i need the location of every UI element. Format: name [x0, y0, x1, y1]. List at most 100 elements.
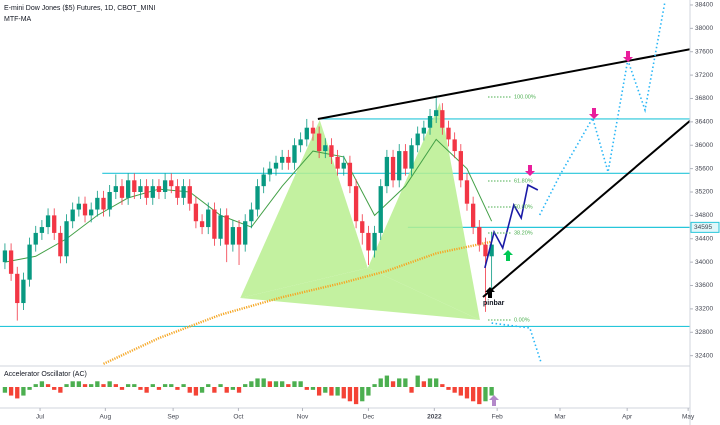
oscillator-bar	[255, 378, 260, 387]
candle-body	[316, 133, 322, 152]
oscillator-pane	[2, 375, 494, 405]
oscillator-bar	[64, 384, 69, 387]
candle-body	[470, 203, 476, 228]
candle-body	[156, 186, 162, 192]
oscillator-bar	[440, 384, 445, 387]
candle-body	[70, 209, 75, 222]
pattern-triangle	[240, 267, 480, 320]
oscillator-bar	[316, 387, 322, 396]
candle-body	[224, 215, 229, 245]
price-pane	[0, 2, 690, 365]
oscillator-bar	[378, 378, 383, 387]
up-arrow	[503, 250, 513, 261]
candle-body	[82, 203, 88, 216]
candle-body	[292, 145, 297, 163]
oscillator-bar	[464, 387, 470, 399]
oscillator-bar	[329, 387, 334, 396]
projection-path	[491, 322, 542, 363]
y-tick-label: 36400	[695, 119, 713, 126]
down-arrow	[525, 165, 535, 176]
oscillator-bar	[175, 387, 180, 390]
oscillator-bar	[366, 387, 371, 396]
candle-body	[390, 156, 396, 181]
oscillator-bar	[15, 387, 20, 399]
oscillator-bar	[193, 387, 199, 396]
oscillator-bar	[397, 378, 402, 387]
oscillator-bar	[434, 378, 439, 387]
candle-body	[187, 186, 192, 204]
candle-body	[45, 215, 51, 228]
candle-body	[95, 197, 100, 210]
candle-body	[39, 227, 45, 233]
candle-body	[107, 191, 112, 210]
candle-body	[483, 244, 488, 257]
x-tick-label: Dec	[363, 414, 375, 421]
candle-body	[415, 133, 420, 146]
oscillator-bar	[181, 384, 186, 387]
candle-body	[372, 232, 377, 251]
oscillator-bar	[483, 387, 488, 402]
y-tick-label: 38400	[695, 2, 713, 9]
y-tick-label: 32400	[695, 352, 713, 359]
y-tick-label: 37600	[695, 48, 713, 55]
oscillator-bar	[280, 381, 285, 387]
candle-body	[329, 145, 334, 157]
candle-body	[378, 186, 383, 233]
oscillator-bar	[21, 387, 26, 396]
oscillator-bar	[372, 384, 377, 387]
oscillator-bar	[199, 387, 205, 393]
fib-label: 100.00%	[514, 94, 536, 100]
candle-body	[52, 215, 57, 233]
oscillator-bar	[452, 387, 457, 393]
x-tick-label: Apr	[622, 414, 633, 421]
oscillator-bar	[212, 387, 217, 393]
oscillator-bar	[2, 387, 8, 393]
candle-body	[206, 209, 211, 228]
down-arrow	[623, 51, 633, 62]
candle-body	[464, 180, 470, 204]
x-tick-label: 2022	[427, 414, 442, 421]
y-tick-label: 37200	[695, 72, 713, 79]
x-tick-label: Feb	[492, 414, 504, 421]
candle-body	[304, 127, 309, 140]
pattern-triangle	[240, 119, 368, 299]
projection-path	[538, 2, 666, 216]
x-tick-label: Oct	[233, 414, 243, 421]
oscillator-bar	[470, 387, 476, 402]
candle-body	[403, 151, 408, 169]
oscillator-bar	[125, 384, 131, 387]
oscillator-bar	[384, 375, 390, 387]
candle-body	[199, 221, 205, 228]
trendline	[317, 48, 690, 120]
y-tick-label: 36800	[695, 95, 713, 102]
oscillator-bar	[70, 381, 75, 387]
oscillator-bar	[236, 387, 242, 393]
candle-body	[353, 186, 359, 222]
oscillator-bar	[286, 384, 291, 387]
oscillator-bar	[292, 381, 297, 387]
candle-body	[458, 151, 463, 181]
oscillator-bar	[273, 381, 279, 387]
oscillator-bar	[421, 381, 427, 387]
indicator-label: MTF-MA	[4, 16, 32, 23]
candle-body	[310, 127, 316, 134]
fib-label: 0.00%	[514, 317, 530, 323]
candle-body	[119, 186, 125, 198]
oscillator-bar	[8, 387, 14, 396]
candle-body	[64, 221, 69, 257]
oscillator-bar	[267, 381, 272, 387]
oscillator-bar	[150, 384, 155, 387]
candle-body	[212, 209, 217, 239]
oscillator-bar	[39, 381, 45, 387]
oscillator-bar	[27, 387, 32, 390]
oscillator-bar	[477, 387, 482, 405]
oscillator-title: Accelerator Oscillator (AC)	[4, 371, 87, 378]
oscillator-bar	[409, 387, 414, 393]
candle-body	[132, 180, 137, 192]
oscillator-bar	[107, 381, 112, 387]
candle-body	[298, 139, 303, 146]
oscillator-bar	[206, 384, 211, 387]
x-tick-label: Aug	[100, 414, 112, 421]
oscillator-bar	[310, 387, 316, 390]
